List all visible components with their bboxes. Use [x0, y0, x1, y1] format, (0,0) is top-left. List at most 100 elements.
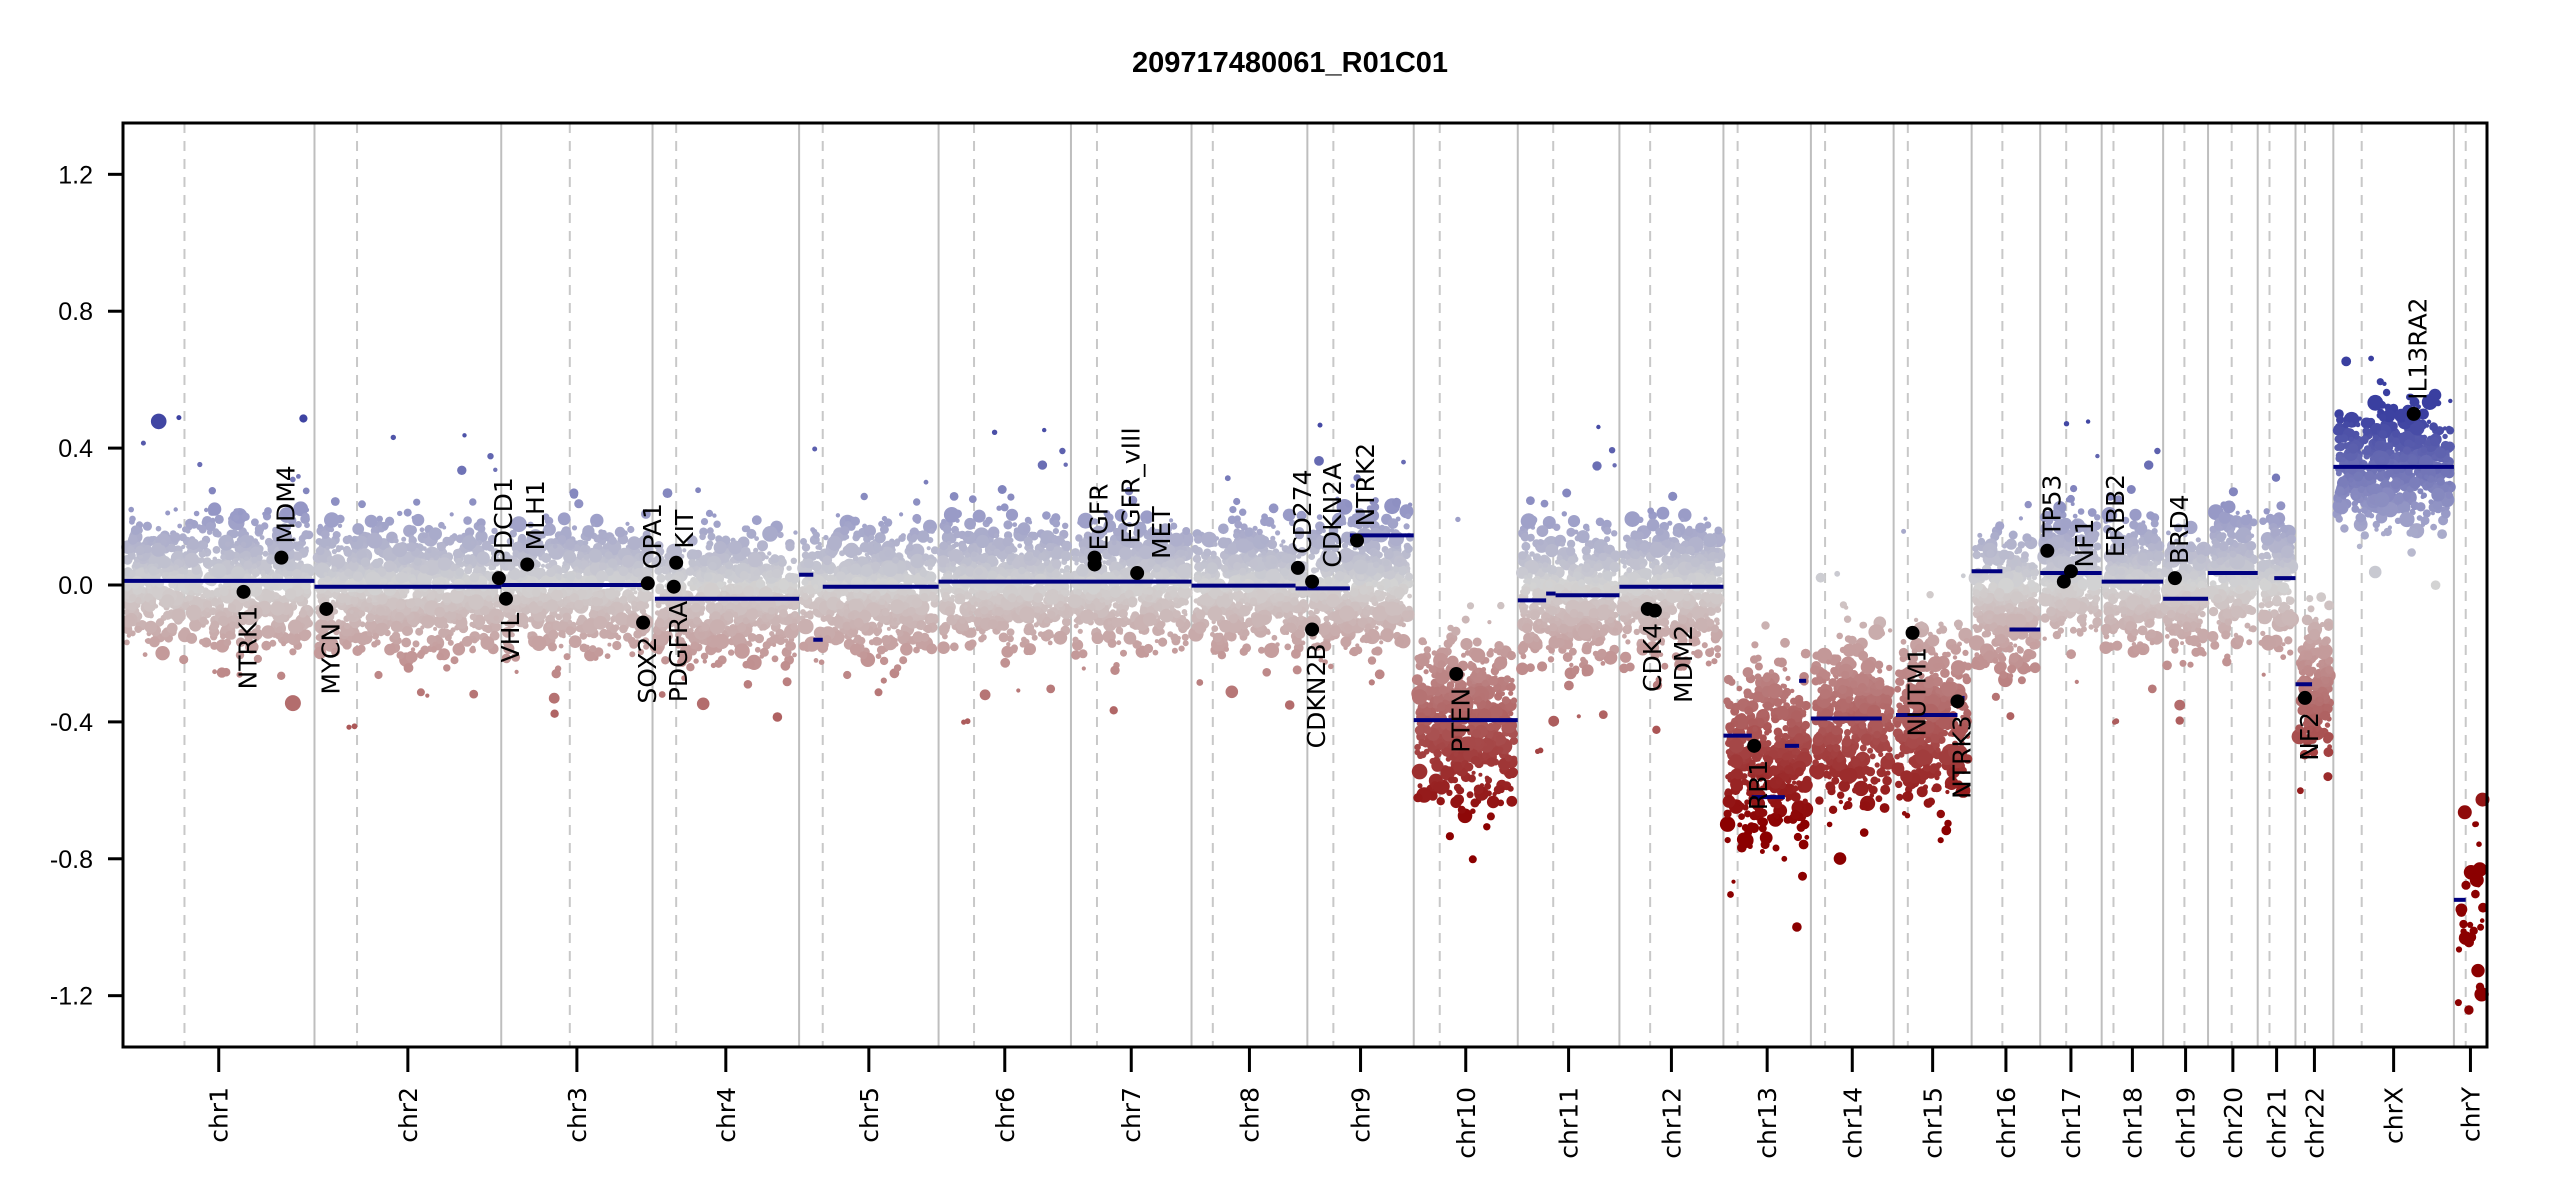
probe-point — [579, 643, 589, 653]
probe-point — [287, 619, 303, 634]
probe-point — [527, 616, 534, 623]
probe-point — [912, 513, 922, 523]
probe-point — [351, 535, 358, 543]
probe-point — [293, 501, 309, 517]
probe-point — [170, 532, 181, 543]
probe-point — [254, 632, 259, 637]
probe-point — [303, 583, 309, 590]
probe-point — [545, 599, 559, 612]
probe-point — [882, 562, 898, 577]
probe-point — [793, 530, 798, 535]
probe-point — [193, 600, 199, 606]
probe-point — [1102, 560, 1107, 565]
probe-point — [893, 539, 900, 547]
probe-point — [260, 570, 266, 575]
probe-point — [850, 629, 858, 637]
probe-point — [206, 551, 211, 557]
probe-point — [924, 560, 930, 567]
probe-point — [476, 551, 490, 565]
probe-point — [1042, 511, 1051, 520]
probe-point — [1060, 587, 1068, 595]
probe-point — [1156, 621, 1165, 630]
probe-point — [1143, 643, 1154, 654]
probe-point — [399, 590, 406, 596]
probe-point — [798, 641, 809, 651]
probe-point — [874, 688, 883, 697]
probe-point — [656, 573, 666, 583]
probe-point — [331, 566, 337, 572]
probe-point — [964, 640, 975, 651]
probe-point — [252, 563, 258, 569]
probe-point — [604, 653, 611, 659]
probe-point — [299, 414, 308, 423]
probe-point — [352, 571, 364, 582]
probe-point — [1109, 706, 1118, 715]
probe-point — [1172, 610, 1181, 619]
probe-point — [571, 525, 578, 531]
probe-point — [393, 538, 399, 544]
probe-point — [1122, 601, 1127, 606]
probe-point — [893, 617, 898, 622]
probe-point — [700, 566, 708, 573]
probe-point — [331, 599, 335, 604]
probe-point — [135, 622, 141, 627]
probe-point — [737, 623, 747, 633]
probe-point — [779, 609, 788, 618]
probe-point — [943, 507, 960, 523]
probe-point — [712, 513, 717, 518]
probe-point — [390, 620, 403, 633]
probe-point — [787, 603, 793, 610]
probe-point — [253, 654, 262, 664]
probe-point — [534, 561, 541, 568]
probe-point — [899, 656, 908, 665]
probe-point — [292, 601, 297, 606]
probe-point — [945, 563, 950, 568]
probe-point — [1043, 616, 1051, 624]
probe-point — [272, 584, 279, 591]
probe-point — [1032, 556, 1038, 562]
probe-point — [366, 631, 372, 637]
probe-point — [1038, 552, 1046, 561]
probe-point — [469, 621, 475, 628]
probe-point — [469, 498, 477, 506]
probe-point — [270, 601, 285, 616]
probe-point — [374, 670, 383, 680]
probe-point — [823, 534, 829, 541]
probe-point — [698, 631, 705, 638]
chart-title: 209717480061_R01C01 — [1132, 47, 1448, 79]
probe-point — [130, 525, 141, 535]
probe-point — [843, 670, 852, 680]
probe-point — [288, 562, 294, 568]
probe-point — [813, 658, 819, 663]
probe-point — [1045, 542, 1055, 552]
probe-point — [238, 628, 245, 636]
probe-point — [702, 659, 707, 664]
probe-point — [602, 534, 608, 539]
probe-point — [1003, 520, 1013, 530]
probe-point — [880, 677, 887, 684]
probe-point — [293, 551, 303, 561]
probe-point — [627, 525, 635, 534]
probe-point — [824, 614, 833, 622]
probe-point — [713, 541, 727, 554]
probe-point — [487, 453, 494, 460]
probe-point — [223, 638, 232, 647]
probe-point — [381, 578, 388, 585]
probe-point — [1004, 601, 1009, 606]
probe-point — [790, 557, 797, 564]
probe-point — [753, 569, 761, 577]
probe-point — [416, 688, 425, 697]
probe-point — [185, 604, 202, 621]
probe-point — [413, 557, 422, 566]
probe-point — [769, 631, 775, 637]
probe-point — [276, 626, 283, 633]
probe-point — [619, 595, 628, 604]
probe-point — [980, 606, 989, 615]
probe-point — [457, 465, 467, 475]
probe-point — [224, 541, 231, 547]
probe-point — [987, 601, 992, 606]
probe-point — [767, 607, 776, 615]
probe-point — [1047, 640, 1053, 646]
probe-point — [903, 574, 913, 585]
probe-point — [792, 652, 797, 658]
